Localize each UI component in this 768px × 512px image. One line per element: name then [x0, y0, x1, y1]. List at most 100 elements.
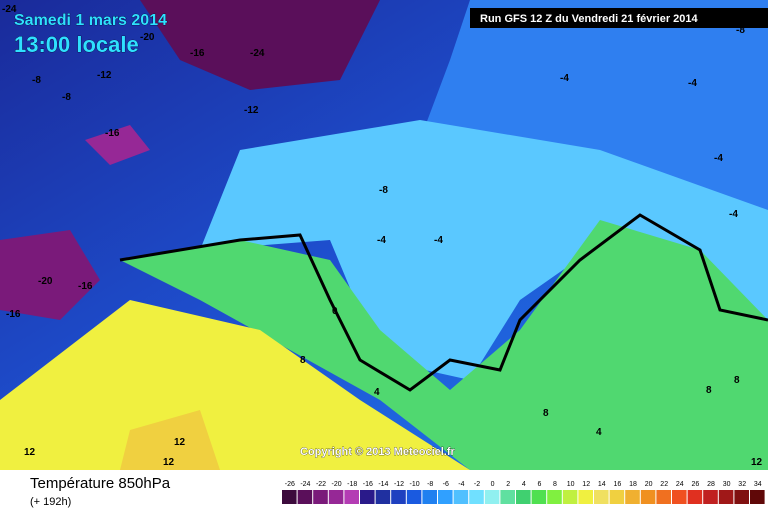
scale-label: 2	[506, 481, 510, 488]
zero-isotherm	[119, 213, 768, 392]
contour-label: 12	[751, 457, 763, 468]
scale-swatch	[578, 490, 593, 504]
scale-label: 34	[754, 481, 762, 488]
contour-label: 8	[543, 408, 549, 419]
scale-swatch	[516, 490, 531, 504]
scale-label: 30	[723, 481, 731, 488]
scale-label: -10	[410, 481, 420, 488]
contour-label: -4	[714, 153, 723, 164]
contour-label: -24	[2, 4, 17, 15]
yellow-region	[0, 300, 470, 470]
contour-label: -16	[105, 128, 120, 139]
scale-swatch	[406, 490, 422, 504]
scale-label: -2	[474, 481, 480, 488]
contour-label: -16	[78, 281, 93, 292]
scale-label: 16	[614, 481, 622, 488]
scale-label: -12	[394, 481, 404, 488]
scale-label: 24	[676, 481, 684, 488]
scale-swatch	[672, 490, 687, 504]
scale-swatch	[718, 490, 734, 504]
scale-swatch	[640, 490, 656, 504]
scale-swatch	[391, 490, 406, 504]
scale-label: 0	[491, 481, 495, 488]
scale-swatch	[375, 490, 391, 504]
scale-label: -6	[443, 481, 449, 488]
scale-swatch	[469, 490, 484, 504]
scale-swatch	[656, 490, 671, 504]
scale-swatch	[500, 490, 515, 504]
scale-label: -8	[427, 481, 433, 488]
scale-swatch	[313, 490, 328, 504]
contour-label: -8	[736, 25, 745, 36]
contour-label: 8	[300, 355, 306, 366]
contour-label: -8	[62, 92, 71, 103]
contour-label: 8	[706, 385, 712, 396]
scale-label: 32	[738, 481, 746, 488]
contour-label: -4	[377, 235, 386, 246]
scale-swatch	[484, 490, 500, 504]
scale-label: -22	[316, 481, 326, 488]
contour-label: -12	[97, 70, 112, 81]
scale-label: -26	[285, 481, 295, 488]
scale-swatch	[734, 490, 749, 504]
scale-swatch	[422, 490, 437, 504]
footer-subtitle: (+ 192h)	[30, 496, 71, 508]
time: 13:00 locale	[14, 32, 139, 57]
copyright: Copyright © 2013 Meteociel.fr	[300, 446, 456, 458]
contour-label: 12	[174, 437, 186, 448]
scale-swatch	[282, 490, 297, 504]
contour-label: 8	[734, 375, 740, 386]
contour-label: 4	[374, 387, 380, 398]
date: Samedi 1 mars 2014	[14, 12, 167, 29]
scale-label: -4	[458, 481, 464, 488]
cold-patch	[140, 0, 380, 90]
scale-label: 14	[598, 481, 606, 488]
scale-swatch	[687, 490, 703, 504]
contour-label: -8	[32, 75, 41, 86]
scale-label: 28	[707, 481, 715, 488]
contour-label: -8	[379, 185, 388, 196]
scale-label: 10	[567, 481, 575, 488]
scale-swatch	[360, 490, 375, 504]
scale-label: 20	[645, 481, 653, 488]
cold-patch	[0, 230, 100, 320]
scale-label: 18	[629, 481, 637, 488]
scale-label: 8	[553, 481, 557, 488]
scale-label: 26	[692, 481, 700, 488]
scale-label: -14	[378, 481, 388, 488]
scale-label: -24	[300, 481, 310, 488]
scale-swatch	[453, 490, 469, 504]
cold-region	[200, 120, 768, 380]
scale-label: -18	[347, 481, 357, 488]
contour-label: -4	[688, 78, 697, 89]
contour-label: 12	[24, 447, 36, 458]
scale-swatch	[609, 490, 625, 504]
contour-label: 12	[163, 457, 175, 468]
scale-swatch	[703, 490, 718, 504]
run-info: Run GFS 12 Z du Vendredi 21 février 2014	[480, 13, 699, 25]
scale-label: -16	[363, 481, 373, 488]
footer-title: Température 850hPa	[30, 475, 171, 492]
contour-label: -4	[434, 235, 443, 246]
contour-label: -16	[6, 309, 21, 320]
scale-swatch	[297, 490, 313, 504]
contour-label: -4	[560, 73, 569, 84]
cold-patch	[85, 125, 150, 165]
scale-swatch	[594, 490, 609, 504]
run-box	[470, 8, 768, 28]
scale-label: 4	[522, 481, 526, 488]
warm-patch	[120, 410, 220, 470]
scale-label: 22	[660, 481, 668, 488]
scale-swatch	[438, 490, 453, 504]
contour-label: -24	[250, 48, 265, 59]
scale-swatch	[344, 490, 359, 504]
scale-swatch	[547, 490, 562, 504]
contour-label: 4	[596, 427, 602, 438]
green-region	[120, 220, 768, 470]
contour-label: -16	[190, 48, 205, 59]
contour-label: 0	[332, 306, 338, 317]
contour-label: -4	[729, 209, 738, 220]
scale-swatch	[562, 490, 578, 504]
